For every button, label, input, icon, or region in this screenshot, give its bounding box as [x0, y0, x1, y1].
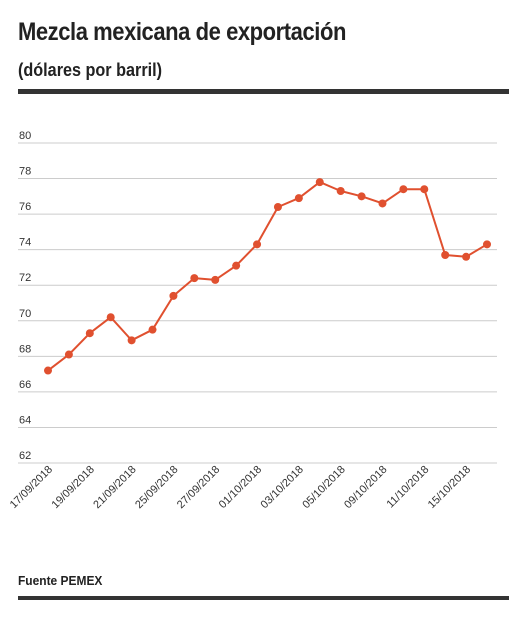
x-tick-label: 27/09/2018 — [175, 464, 222, 511]
y-tick-label: 64 — [19, 414, 31, 426]
data-point — [211, 275, 220, 284]
data-point — [190, 274, 199, 283]
data-point — [441, 251, 450, 259]
data-point — [315, 178, 324, 187]
series-line-layer — [47, 181, 488, 372]
data-point — [232, 261, 241, 270]
bottom-divider — [18, 596, 509, 600]
y-tick-label: 66 — [19, 379, 31, 391]
data-point — [336, 187, 345, 195]
chart-title: Mezcla mexicana de exportación — [18, 18, 346, 46]
series-line — [47, 181, 488, 372]
data-point — [357, 192, 366, 201]
data-point — [399, 185, 408, 194]
data-point — [253, 240, 262, 249]
data-point — [64, 350, 73, 359]
x-tick-label: 17/09/2018 — [8, 464, 55, 511]
data-point — [483, 240, 491, 249]
data-point — [106, 313, 115, 322]
data-point — [148, 325, 157, 334]
y-tick-label: 70 — [19, 308, 31, 320]
data-point — [85, 329, 94, 338]
y-tick-label: 68 — [19, 343, 31, 355]
data-point — [420, 185, 429, 194]
series-points — [44, 178, 491, 375]
data-point — [127, 336, 136, 345]
x-tick-label: 03/10/2018 — [259, 464, 306, 511]
y-tick-label: 80 — [19, 130, 31, 142]
x-axis-ticks: 17/09/201819/09/201821/09/201825/09/2018… — [8, 464, 474, 511]
y-axis-ticks: 62 64 66 68 70 72 74 76 78 80 — [19, 130, 31, 462]
y-tick-label: 78 — [19, 166, 31, 178]
x-tick-label: 11/10/2018 — [385, 464, 432, 511]
x-tick-label: 21/09/2018 — [91, 464, 138, 511]
x-tick-label: 15/10/2018 — [426, 464, 473, 511]
y-tick-label: 76 — [19, 201, 31, 213]
gridlines — [18, 142, 497, 464]
data-point — [273, 203, 282, 211]
top-divider — [18, 89, 509, 94]
chart-subtitle: (dólares por barril) — [18, 60, 163, 80]
x-tick-label: 09/10/2018 — [342, 464, 389, 511]
data-point — [169, 291, 178, 300]
x-tick-label: 19/09/2018 — [50, 464, 97, 511]
y-tick-label: 62 — [19, 450, 31, 462]
y-tick-label: 72 — [19, 272, 31, 284]
data-point — [462, 252, 471, 261]
source-note: Fuente PEMEX — [18, 573, 103, 588]
y-tick-label: 74 — [19, 237, 31, 249]
data-point — [378, 199, 387, 208]
x-tick-label: 05/10/2018 — [300, 464, 347, 511]
x-tick-label: 01/10/2018 — [217, 464, 264, 511]
data-point — [294, 194, 303, 203]
x-tick-label: 25/09/2018 — [133, 464, 180, 511]
data-point — [44, 366, 52, 375]
